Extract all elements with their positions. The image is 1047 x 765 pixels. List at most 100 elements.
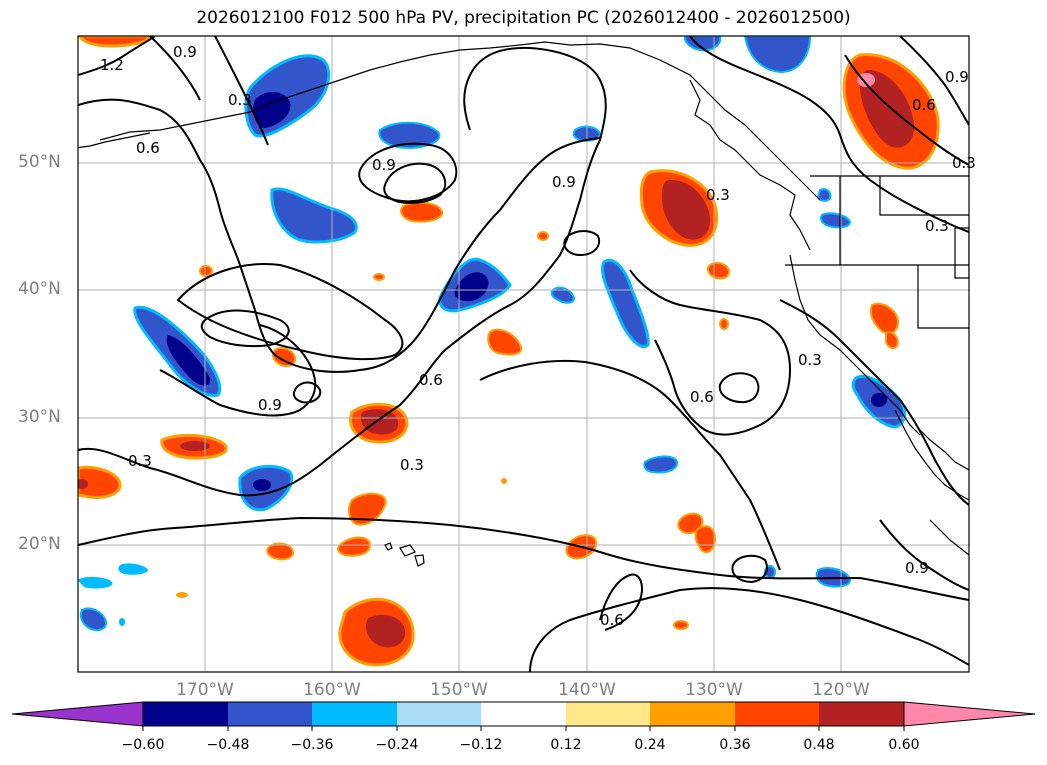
- pv-contour: [899, 36, 969, 126]
- pv-contour: [731, 554, 768, 584]
- lat-label: 20°N: [18, 534, 61, 554]
- pv-contour: [78, 516, 969, 601]
- precip-blob: [501, 478, 507, 484]
- contour-label: 0.3: [798, 351, 822, 369]
- precip-blob: [550, 286, 576, 304]
- pv-contour: [563, 230, 600, 257]
- colorbar-tick-label: −0.48: [206, 737, 250, 753]
- contour-label: 0.3: [706, 186, 730, 204]
- precip-blob: [79, 607, 108, 631]
- lat-label: 50°N: [18, 152, 61, 172]
- contour-label: 0.9: [258, 396, 282, 414]
- pv-contour: [844, 54, 969, 166]
- precip-blob: [743, 36, 812, 74]
- precip-blob: [336, 536, 372, 557]
- contour-label: 0.6: [600, 611, 624, 629]
- precip-blob: [859, 70, 915, 148]
- pv-contour: [779, 299, 969, 506]
- plot-frame: [77, 35, 970, 673]
- precip-blob: [706, 262, 731, 280]
- colorbar-tick-label: 0.48: [803, 737, 835, 753]
- contour-label: 0.6: [912, 96, 936, 114]
- pv-contour: [159, 324, 317, 417]
- pv-contour: [200, 309, 290, 348]
- state-border: [917, 265, 969, 329]
- precip-blob: [180, 441, 210, 451]
- precip-blob: [78, 479, 88, 489]
- colorbar-frame: [142, 701, 905, 727]
- figure-title: 2026012100 F012 500 hPa PV, precipitatio…: [196, 8, 851, 28]
- plot-area: [78, 36, 969, 672]
- contour-label: 0.3: [228, 91, 252, 109]
- aleutian-islands: [78, 132, 151, 149]
- colorbar-tick-label: 0.60: [888, 737, 920, 753]
- precip-blob: [78, 576, 113, 589]
- colorbar-segment: [397, 702, 481, 726]
- precip-blob: [601, 258, 650, 349]
- lon-label: 130°W: [685, 680, 743, 700]
- pv-contour: [358, 142, 458, 203]
- colorbar-tick-label: 0.24: [634, 737, 666, 753]
- pv-contour: [292, 381, 322, 404]
- gulf-california: [919, 429, 969, 471]
- pv-contour: [529, 587, 969, 672]
- colorbar-segment: [312, 702, 397, 726]
- lat-label: 40°N: [18, 279, 61, 299]
- colorbar-segment: [735, 702, 819, 726]
- pv-contour: [149, 36, 201, 101]
- state-border: [954, 227, 969, 279]
- pv-contour: [78, 98, 601, 373]
- colorbar-tick-label: −0.60: [121, 737, 165, 753]
- precip-blob: [537, 231, 549, 241]
- precip-blob: [871, 393, 887, 407]
- colorbar-segment: [819, 702, 904, 726]
- precip-blob: [643, 455, 678, 474]
- bc-coast: [689, 79, 811, 251]
- contour-label: 0.3: [400, 456, 424, 474]
- us-west-coast: [789, 254, 921, 436]
- precip-blob: [360, 409, 399, 435]
- precip-blob: [365, 614, 405, 648]
- contour-label: 0.9: [372, 156, 396, 174]
- contour-label: 0.6: [419, 371, 443, 389]
- precip-blob: [176, 592, 188, 598]
- coastlines: [78, 41, 969, 567]
- contour-label: 0.9: [173, 43, 197, 61]
- lon-label: 150°W: [430, 680, 488, 700]
- precip-negative-blobs: [78, 36, 907, 631]
- precip-blob: [119, 618, 125, 626]
- pv-contour: [479, 359, 781, 571]
- colorbar-segment: [228, 702, 312, 726]
- precip-blob: [199, 265, 213, 277]
- pv-contour: [629, 269, 792, 436]
- contour-label: 0.3: [952, 154, 976, 172]
- pv-contour: [214, 36, 269, 146]
- colorbar-segment: [650, 702, 735, 726]
- pv-contour: [879, 519, 969, 591]
- colorbar-extend-right: [903, 701, 1036, 727]
- hawaii-islands: [384, 542, 425, 567]
- precip-blob: [373, 273, 385, 281]
- state-border: [879, 176, 969, 216]
- contour-label: 0.3: [128, 452, 152, 470]
- pv-contours: [78, 36, 969, 672]
- colorbar-tick-label: −0.36: [290, 737, 334, 753]
- graticule: [78, 36, 969, 672]
- precip-blob: [266, 542, 294, 561]
- precip-blob: [869, 302, 900, 335]
- contour-label: 0.6: [690, 388, 714, 406]
- precip-blob: [673, 620, 689, 630]
- precip-blob: [253, 479, 271, 491]
- pv-contour: [78, 46, 607, 497]
- pv-contour: [78, 36, 156, 76]
- pv-contour: [176, 263, 404, 361]
- pv-contour: [718, 372, 760, 404]
- contour-label: 0.9: [552, 173, 576, 191]
- precip-blob: [857, 73, 875, 87]
- precip-blob: [454, 272, 489, 302]
- colorbar-segment: [481, 702, 566, 726]
- precip-blob: [118, 563, 148, 575]
- precip-blob: [677, 512, 704, 535]
- mexico-coast: [929, 519, 969, 556]
